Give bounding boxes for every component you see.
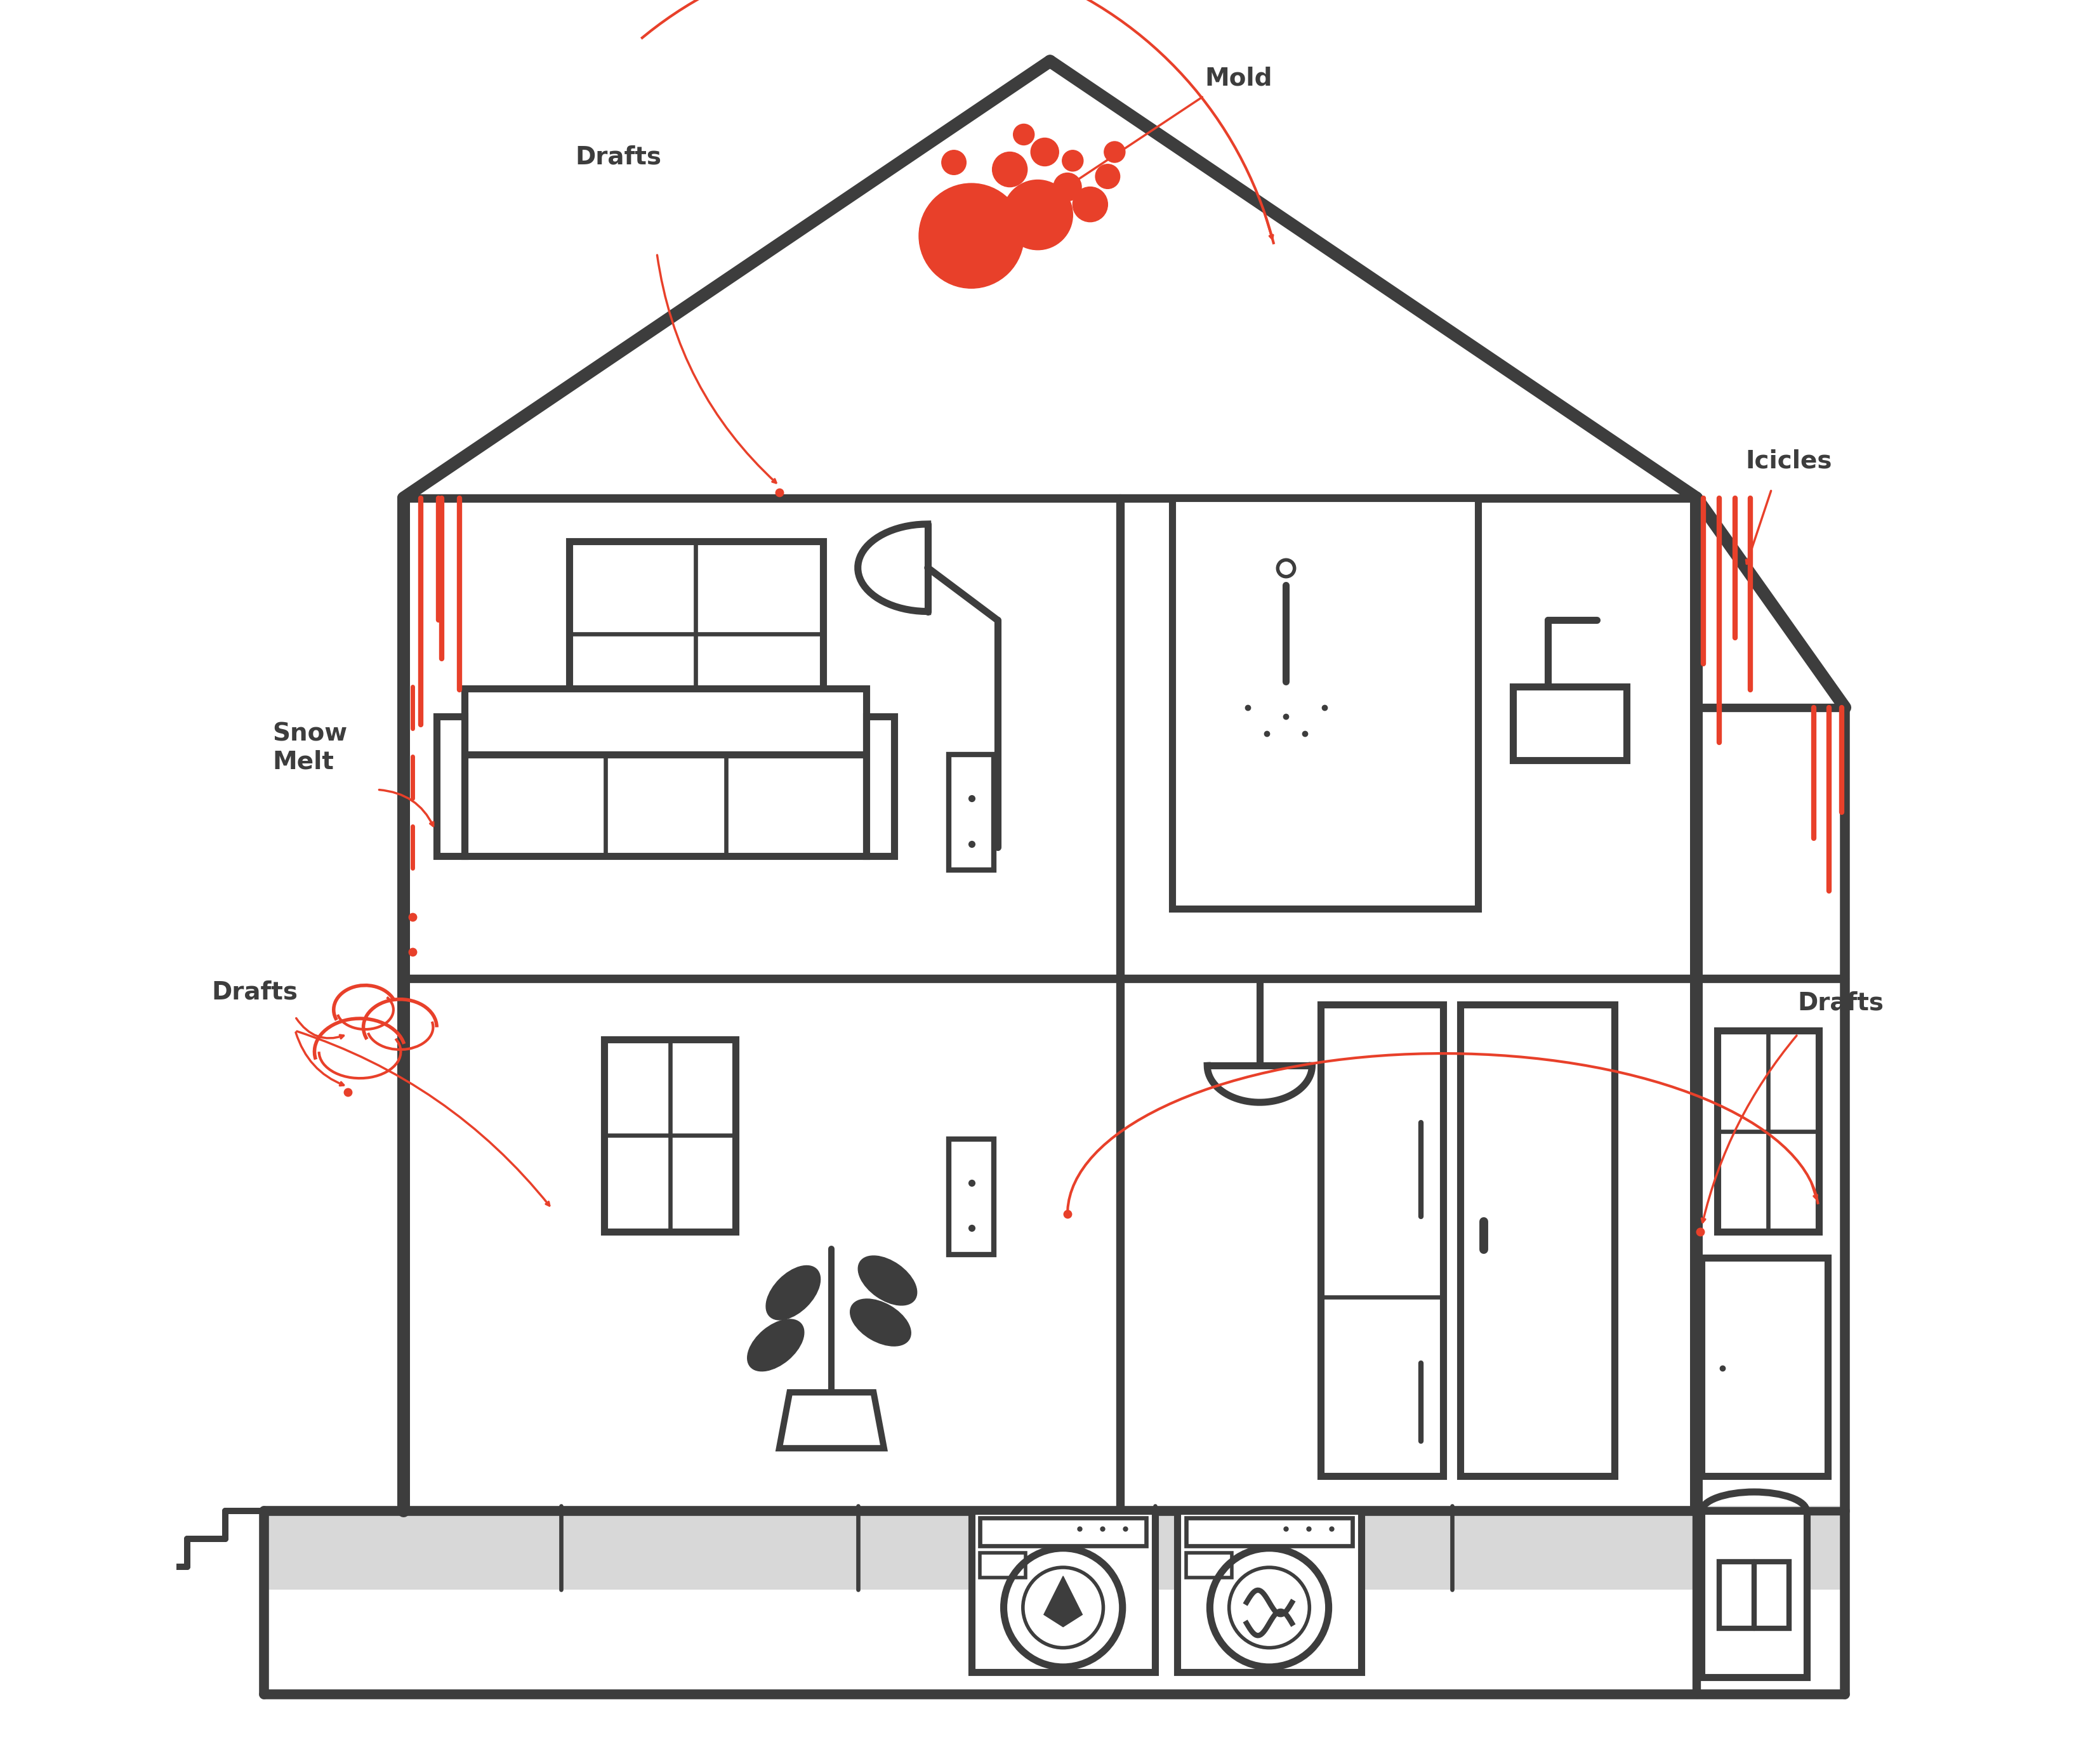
Bar — [1462, 1005, 1615, 1476]
Bar — [569, 542, 823, 742]
Bar — [1321, 1005, 1443, 1476]
Circle shape — [941, 150, 966, 175]
Bar — [464, 688, 867, 755]
Bar — [972, 1511, 1155, 1672]
Bar — [1178, 1511, 1361, 1672]
Text: Drafts: Drafts — [575, 145, 662, 169]
Bar — [1701, 1258, 1827, 1476]
Circle shape — [993, 152, 1027, 187]
Text: Snow
Melt: Snow Melt — [273, 722, 346, 774]
Circle shape — [1063, 150, 1084, 171]
Bar — [1512, 687, 1628, 760]
Ellipse shape — [748, 1319, 804, 1371]
Bar — [1186, 1553, 1233, 1578]
Bar — [464, 755, 867, 856]
Bar — [981, 1553, 1025, 1578]
Circle shape — [1004, 180, 1073, 250]
Circle shape — [1031, 138, 1058, 166]
Circle shape — [1073, 187, 1107, 222]
Bar — [265, 1506, 1846, 1590]
Polygon shape — [1044, 1576, 1082, 1626]
Ellipse shape — [767, 1265, 821, 1321]
Bar — [1186, 1518, 1352, 1546]
Bar — [1718, 1031, 1819, 1232]
Bar — [981, 1518, 1147, 1546]
Bar — [605, 1039, 735, 1232]
Circle shape — [1096, 164, 1119, 189]
Bar — [437, 716, 464, 856]
Text: Mold: Mold — [1205, 66, 1273, 91]
Bar — [949, 1139, 993, 1254]
Bar — [867, 716, 895, 856]
Text: Drafts: Drafts — [212, 980, 298, 1005]
Text: Drafts: Drafts — [1798, 991, 1884, 1015]
Bar — [1701, 1511, 1806, 1677]
Bar — [949, 755, 993, 870]
Ellipse shape — [850, 1300, 911, 1345]
Ellipse shape — [859, 1256, 918, 1305]
Circle shape — [1054, 173, 1082, 201]
Bar — [1720, 1562, 1789, 1628]
Circle shape — [1105, 142, 1126, 162]
Bar — [1172, 498, 1478, 908]
Circle shape — [920, 183, 1025, 288]
Circle shape — [1014, 124, 1035, 145]
Text: Icicles: Icicles — [1745, 449, 1831, 473]
